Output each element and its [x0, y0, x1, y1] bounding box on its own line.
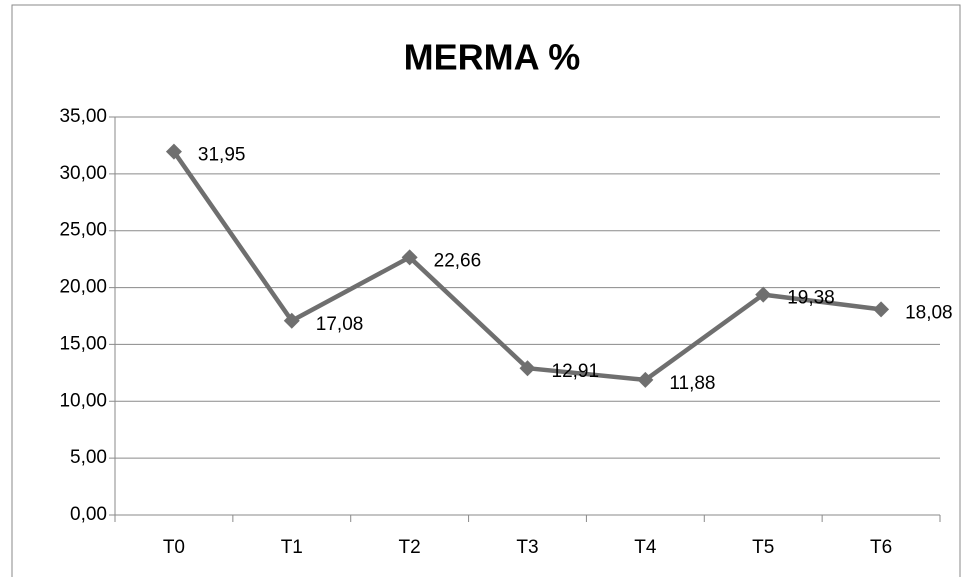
marker — [519, 360, 536, 377]
marker — [283, 312, 300, 329]
y-tick-label: 15,00 — [59, 333, 107, 354]
data-label: 12,91 — [552, 361, 600, 382]
y-tick-label: 10,00 — [59, 390, 107, 411]
y-tick-label: 0,00 — [70, 504, 107, 525]
marker — [637, 371, 654, 388]
data-label: 17,08 — [316, 314, 364, 335]
marker — [873, 301, 890, 318]
x-tick-label: T3 — [516, 537, 538, 558]
x-tick-label: T2 — [399, 537, 421, 558]
marker — [401, 249, 418, 266]
data-label: 18,08 — [905, 302, 953, 323]
marker — [165, 143, 182, 160]
y-tick-label: 5,00 — [70, 447, 107, 468]
chart-title: MERMA % — [404, 37, 581, 78]
data-label: 31,95 — [198, 145, 246, 166]
data-label: 22,66 — [434, 250, 482, 271]
x-tick-label: T6 — [870, 537, 892, 558]
y-tick-label: 30,00 — [59, 163, 107, 184]
y-tick-label: 20,00 — [59, 277, 107, 298]
x-tick-label: T1 — [281, 537, 303, 558]
marker — [755, 286, 772, 303]
x-tick-label: T0 — [163, 537, 185, 558]
x-tick-label: T5 — [752, 537, 774, 558]
y-tick-label: 25,00 — [59, 220, 107, 241]
y-tick-label: 35,00 — [59, 106, 107, 127]
data-label: 19,38 — [787, 288, 835, 309]
x-tick-label: T4 — [634, 537, 657, 558]
data-label: 11,88 — [669, 373, 715, 394]
chart-frame — [11, 4, 961, 577]
